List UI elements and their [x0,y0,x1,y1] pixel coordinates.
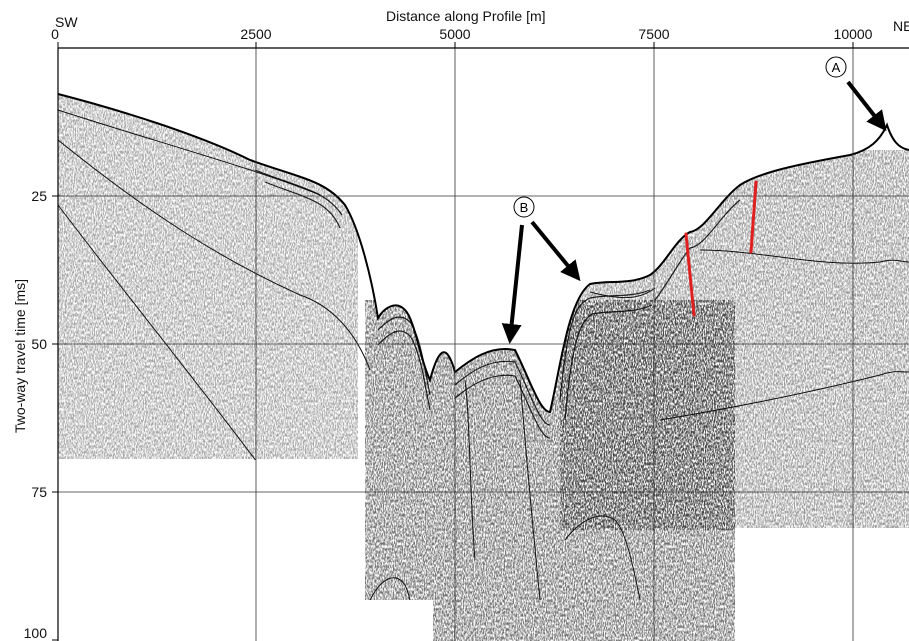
x-tick-label-0: 0 [51,26,59,42]
layered-reflectors [254,169,741,439]
no-data-regions [58,460,909,641]
tick-marks [52,42,854,641]
x-tick-label-5000: 5000 [439,26,471,42]
y-tick-label-75: 75 [31,484,47,500]
marker-b: B [513,196,535,218]
grid-lines [58,48,909,641]
seismic-texture-right [560,150,909,530]
direction-sw: SW [55,14,78,30]
arrow-b-right [530,220,581,282]
x-tick-label-7500: 7500 [638,26,670,42]
fault-lines [684,180,758,317]
subbottom-reflectors [57,109,909,626]
annotation-arrows [501,80,887,344]
arrow-b-left [501,224,524,344]
direction-ne: NE [893,18,909,34]
arrow-a [846,80,887,132]
seafloor-reflector [57,93,909,414]
y-tick-label-50: 50 [31,336,47,352]
y-axis-title: Two-way travel time [ms] [12,278,28,434]
marker-b-label: B [520,200,529,215]
y-tick-label-25: 25 [31,188,47,204]
marker-a: A [825,56,847,78]
x-tick-label-2500: 2500 [240,26,272,42]
x-axis-title: Distance along Profile [m] [386,8,546,24]
x-tick-label-10000: 10000 [833,26,873,42]
marker-a-label: A [832,60,841,75]
y-tick-label-100: 100 [23,625,47,641]
seismic-texture-left [58,94,358,459]
